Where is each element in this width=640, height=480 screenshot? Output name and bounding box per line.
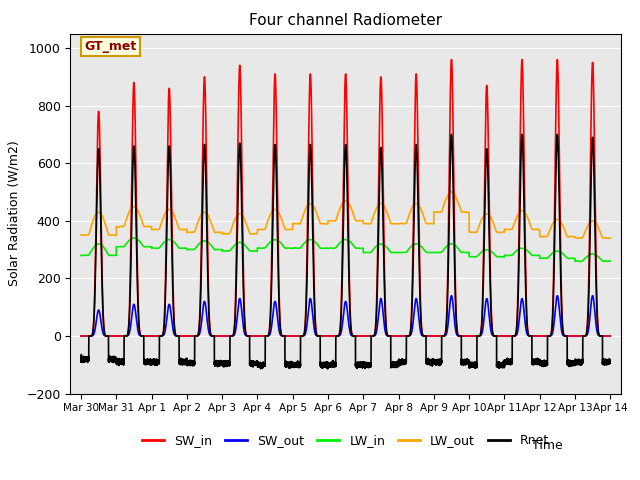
- Rnet: [490, 332, 497, 338]
- SW_out: [77, 333, 85, 339]
- LW_out: [475, 224, 483, 229]
- SW_in: [489, 332, 497, 337]
- SW_in: [105, 333, 113, 339]
- LW_in: [130, 235, 138, 241]
- Legend: SW_in, SW_out, LW_in, LW_out, Rnet: SW_in, SW_out, LW_in, LW_out, Rnet: [137, 429, 554, 452]
- LW_out: [606, 235, 614, 241]
- Y-axis label: Solar Radiation (W/m2): Solar Radiation (W/m2): [8, 141, 20, 287]
- Line: SW_in: SW_in: [81, 60, 610, 336]
- LW_in: [415, 242, 422, 248]
- SW_in: [509, 333, 517, 339]
- SW_in: [475, 333, 483, 339]
- LW_in: [77, 252, 85, 258]
- LW_out: [77, 232, 85, 238]
- SW_in: [415, 208, 422, 214]
- Rnet: [447, 132, 455, 137]
- Line: LW_out: LW_out: [81, 192, 610, 239]
- Line: SW_out: SW_out: [81, 296, 610, 336]
- Line: LW_in: LW_in: [81, 238, 610, 262]
- Line: Rnet: Rnet: [81, 134, 610, 369]
- SW_out: [447, 293, 455, 299]
- Rnet: [415, 243, 422, 249]
- Rnet: [475, 333, 483, 339]
- SW_out: [502, 333, 510, 339]
- LW_out: [415, 203, 422, 208]
- SW_out: [105, 333, 113, 339]
- Text: Time: Time: [532, 439, 563, 452]
- SW_in: [606, 333, 614, 339]
- Title: Four channel Radiometer: Four channel Radiometer: [249, 13, 442, 28]
- LW_out: [489, 219, 497, 225]
- Rnet: [510, 333, 518, 339]
- Rnet: [502, 359, 510, 365]
- LW_out: [105, 232, 113, 238]
- Rnet: [77, 359, 85, 364]
- LW_in: [489, 250, 497, 256]
- SW_in: [447, 57, 455, 62]
- LW_out: [604, 236, 611, 241]
- SW_in: [77, 333, 85, 339]
- LW_in: [502, 252, 510, 258]
- SW_out: [475, 333, 483, 339]
- Text: GT_met: GT_met: [84, 40, 136, 53]
- Rnet: [105, 355, 113, 361]
- SW_out: [489, 333, 497, 339]
- SW_in: [502, 333, 510, 339]
- SW_out: [606, 333, 614, 339]
- SW_out: [509, 333, 517, 339]
- LW_out: [509, 222, 517, 228]
- LW_in: [105, 252, 113, 258]
- SW_out: [415, 315, 422, 321]
- LW_in: [475, 252, 483, 258]
- LW_in: [509, 251, 517, 256]
- LW_in: [606, 258, 614, 264]
- Rnet: [324, 366, 332, 372]
- LW_in: [577, 259, 584, 264]
- Rnet: [606, 359, 614, 365]
- LW_out: [502, 227, 510, 232]
- LW_out: [447, 189, 455, 194]
